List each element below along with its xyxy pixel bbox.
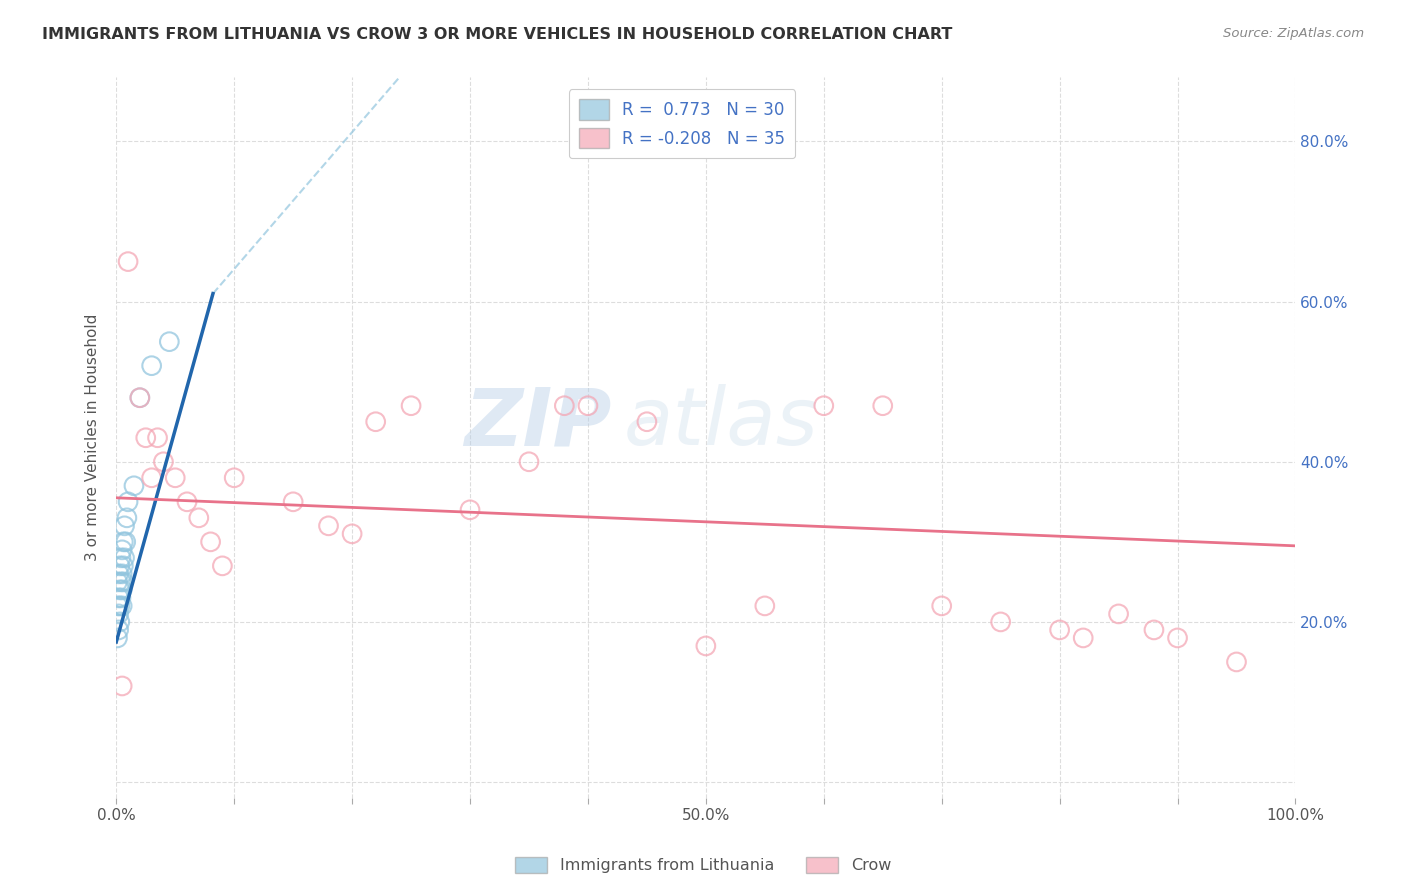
Text: IMMIGRANTS FROM LITHUANIA VS CROW 3 OR MORE VEHICLES IN HOUSEHOLD CORRELATION CH: IMMIGRANTS FROM LITHUANIA VS CROW 3 OR M…	[42, 27, 952, 42]
Point	[108, 582, 131, 597]
Point	[111, 679, 134, 693]
Point	[1108, 607, 1130, 621]
Point	[115, 511, 138, 525]
Point	[636, 415, 658, 429]
Point	[695, 639, 717, 653]
Point	[135, 431, 157, 445]
Point	[107, 631, 129, 645]
Point	[458, 503, 481, 517]
Point	[1143, 623, 1166, 637]
Point	[108, 615, 131, 629]
Point	[117, 495, 139, 509]
Point	[107, 574, 129, 589]
Point	[141, 359, 163, 373]
Point	[111, 599, 134, 613]
Point	[813, 399, 835, 413]
Point	[110, 550, 132, 565]
Point	[107, 623, 129, 637]
Text: ZIP: ZIP	[464, 384, 612, 462]
Point	[110, 591, 132, 605]
Point	[112, 574, 135, 589]
Point	[112, 534, 135, 549]
Point	[1049, 623, 1071, 637]
Point	[1071, 631, 1094, 645]
Point	[114, 534, 136, 549]
Point	[553, 399, 575, 413]
Point	[111, 566, 134, 581]
Point	[211, 558, 233, 573]
Point	[128, 391, 150, 405]
Text: atlas: atlas	[623, 384, 818, 462]
Point	[114, 518, 136, 533]
Point	[107, 591, 129, 605]
Point	[200, 534, 222, 549]
Point	[157, 334, 180, 349]
Legend: Immigrants from Lithuania, Crow: Immigrants from Lithuania, Crow	[509, 850, 897, 880]
Point	[931, 599, 953, 613]
Point	[141, 471, 163, 485]
Point	[112, 558, 135, 573]
Point	[152, 455, 174, 469]
Point	[364, 415, 387, 429]
Point	[122, 479, 145, 493]
Point	[165, 471, 187, 485]
Point	[176, 495, 198, 509]
Point	[754, 599, 776, 613]
Point	[107, 566, 129, 581]
Point	[107, 607, 129, 621]
Point	[111, 582, 134, 597]
Y-axis label: 3 or more Vehicles in Household: 3 or more Vehicles in Household	[86, 314, 100, 561]
Point	[110, 574, 132, 589]
Point	[187, 511, 209, 525]
Point	[576, 399, 599, 413]
Point	[1225, 655, 1247, 669]
Point	[872, 399, 894, 413]
Point	[111, 542, 134, 557]
Point	[281, 495, 304, 509]
Legend: R =  0.773   N = 30, R = -0.208   N = 35: R = 0.773 N = 30, R = -0.208 N = 35	[569, 89, 796, 159]
Point	[990, 615, 1012, 629]
Point	[114, 550, 136, 565]
Point	[128, 391, 150, 405]
Point	[224, 471, 246, 485]
Point	[108, 558, 131, 573]
Point	[399, 399, 422, 413]
Point	[146, 431, 169, 445]
Point	[107, 599, 129, 613]
Point	[517, 455, 540, 469]
Point	[340, 526, 363, 541]
Point	[108, 599, 131, 613]
Point	[117, 254, 139, 268]
Point	[1167, 631, 1189, 645]
Point	[318, 518, 340, 533]
Text: Source: ZipAtlas.com: Source: ZipAtlas.com	[1223, 27, 1364, 40]
